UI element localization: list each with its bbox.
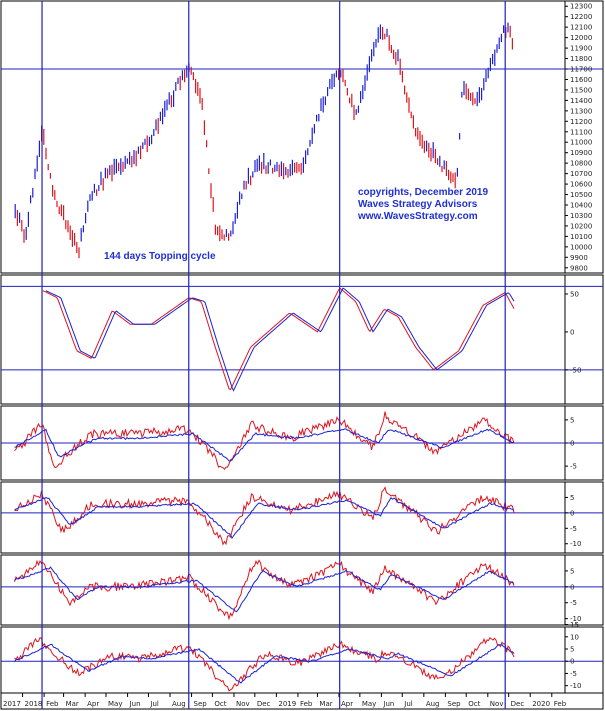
y-tick-label-4-2: -5 — [570, 599, 577, 607]
panel-frame-4 — [0, 554, 604, 626]
series-line-3-1 — [14, 496, 515, 540]
y-tick-label-3-1: 0 — [570, 509, 574, 517]
panel-frame-1 — [0, 274, 604, 405]
cycle-lines — [41, 1, 506, 709]
annotation-company: Waves Strategy Advisors — [358, 199, 478, 210]
y-tick-label-5-3: 0 — [570, 658, 574, 666]
x-tick-label-22: Oct — [468, 700, 480, 708]
y-tick-label-0-17: 11500 — [570, 86, 592, 94]
y-tick-label-5-0: 15 — [570, 621, 579, 629]
x-tick-label-21: Sep — [447, 700, 461, 708]
y-tick-label-2-2: -5 — [570, 463, 577, 471]
y-tick-label-2-0: 5 — [570, 416, 574, 424]
y-tick-label-0-23: 12100 — [570, 24, 592, 32]
series-layer — [14, 22, 515, 692]
y-tick-label-0-11: 10900 — [570, 149, 592, 157]
y-tick-label-3-0: 5 — [570, 494, 574, 502]
x-tick-label-8: Aug — [172, 700, 186, 708]
series-line-2-0 — [14, 411, 515, 470]
series-line-3-0 — [14, 486, 515, 546]
y-tick-label-5-4: -5 — [570, 670, 577, 678]
x-tick-label-11: Nov — [236, 700, 250, 708]
x-tick-label-6: Jun — [129, 700, 141, 708]
y-tick-label-1-0: 50 — [570, 290, 579, 298]
y-tick-label-5-2: 5 — [570, 646, 574, 654]
x-tick-label-3: Mar — [66, 700, 79, 708]
series-line-5-0 — [14, 636, 515, 692]
y-tick-label-0-8: 10600 — [570, 181, 592, 189]
y-tick-label-0-24: 12200 — [570, 13, 592, 21]
y-tick-label-0-16: 11400 — [570, 97, 592, 105]
x-tick-label-25: 2020 — [532, 700, 550, 708]
y-tick-label-0-4: 10200 — [570, 222, 592, 230]
y-tick-label-0-12: 11000 — [570, 139, 592, 147]
y-tick-label-5-1: 10 — [570, 633, 579, 641]
y-tick-label-0-25: 12300 — [570, 3, 592, 11]
x-tick-label-26: Feb — [554, 700, 567, 708]
x-tick-label-0: 2017 — [3, 700, 21, 708]
y-tick-label-0-14: 11200 — [570, 118, 592, 126]
series-line-4-0 — [14, 559, 515, 621]
y-tick-label-0-18: 11600 — [570, 76, 592, 84]
y-tick-label-4-1: 0 — [570, 583, 574, 591]
series-line-5-1 — [14, 643, 515, 684]
x-axis-ticks: 2017 2018 Feb Mar Apr May Jun Jul Aug Sep Oct Nov De… — [0, 693, 567, 708]
panel-frame-0 — [0, 0, 604, 274]
y-tick-label-0-21: 11900 — [570, 45, 592, 53]
x-tick-label-23: Nov — [490, 700, 504, 708]
x-axis-frame — [0, 692, 604, 710]
x-tick-label-9: Sep — [194, 700, 208, 708]
panel-frame-3 — [0, 481, 604, 554]
y-tick-label-5-5: -10 — [570, 682, 581, 690]
y-tick-label-3-2: -5 — [570, 525, 577, 533]
x-tick-label-4: Apr — [87, 700, 99, 708]
y-tick-label-1-1: 0 — [570, 328, 574, 336]
annotation-copyright: copyrights, December 2019 — [358, 187, 488, 198]
x-tick-label-24: Dec — [511, 700, 525, 708]
y-tick-label-0-9: 10700 — [570, 170, 592, 178]
x-tick-label-14: Feb — [300, 700, 313, 708]
y-tick-label-3-3: -10 — [570, 540, 581, 548]
y-tick-label-4-3: -10 — [570, 615, 581, 623]
y-tick-label-0-22: 12000 — [570, 34, 592, 42]
x-tick-label-12: Dec — [257, 700, 271, 708]
series-line-2-1 — [14, 428, 515, 462]
y-tick-label-0-6: 10400 — [570, 202, 592, 210]
y-tick-label-1-2: -50 — [570, 366, 581, 374]
y-tick-label-0-19: 11700 — [570, 66, 592, 74]
y-tick-label-0-3: 10100 — [570, 233, 592, 241]
x-tick-label-18: Jun — [382, 700, 394, 708]
x-tick-label-17: May — [362, 700, 376, 708]
x-tick-label-16: Apr — [341, 700, 353, 708]
y-tick-label-0-15: 11300 — [570, 107, 592, 115]
annotation-topping-cycle: 144 days Topping cycle — [104, 251, 216, 262]
annotation-website: www.WavesStrategy.com — [357, 211, 478, 222]
x-tick-label-5: May — [108, 700, 122, 708]
y-tick-label-0-13: 11100 — [570, 128, 592, 136]
y-tick-label-0-10: 10800 — [570, 160, 592, 168]
x-tick-label-20: Aug — [426, 700, 440, 708]
y-tick-label-0-2: 10000 — [570, 243, 592, 251]
x-tick-label-1: 2018 — [25, 700, 43, 708]
x-tick-label-19: Jul — [403, 700, 413, 708]
x-tick-label-7: Jul — [149, 700, 159, 708]
y-tick-label-0-7: 10500 — [570, 191, 592, 199]
series-line-4-1 — [14, 566, 515, 613]
y-tick-label-0-1: 9900 — [570, 254, 588, 262]
x-tick-label-15: Mar — [319, 700, 332, 708]
x-tick-label-10: Oct — [214, 700, 226, 708]
x-tick-label-2: Feb — [46, 700, 59, 708]
y-tick-label-4-0: 5 — [570, 567, 574, 575]
series-line-1-1 — [45, 287, 515, 392]
y-tick-label-2-1: 0 — [570, 440, 574, 448]
x-tick-label-13: 2019 — [278, 700, 296, 708]
y-tick-label-0-5: 10300 — [570, 212, 592, 220]
y-tick-label-0-20: 11800 — [570, 55, 592, 63]
y-tick-label-0-0: 9800 — [570, 264, 588, 272]
y-axis-ticks: 9800990010000101001020010300104001050010… — [565, 3, 592, 690]
